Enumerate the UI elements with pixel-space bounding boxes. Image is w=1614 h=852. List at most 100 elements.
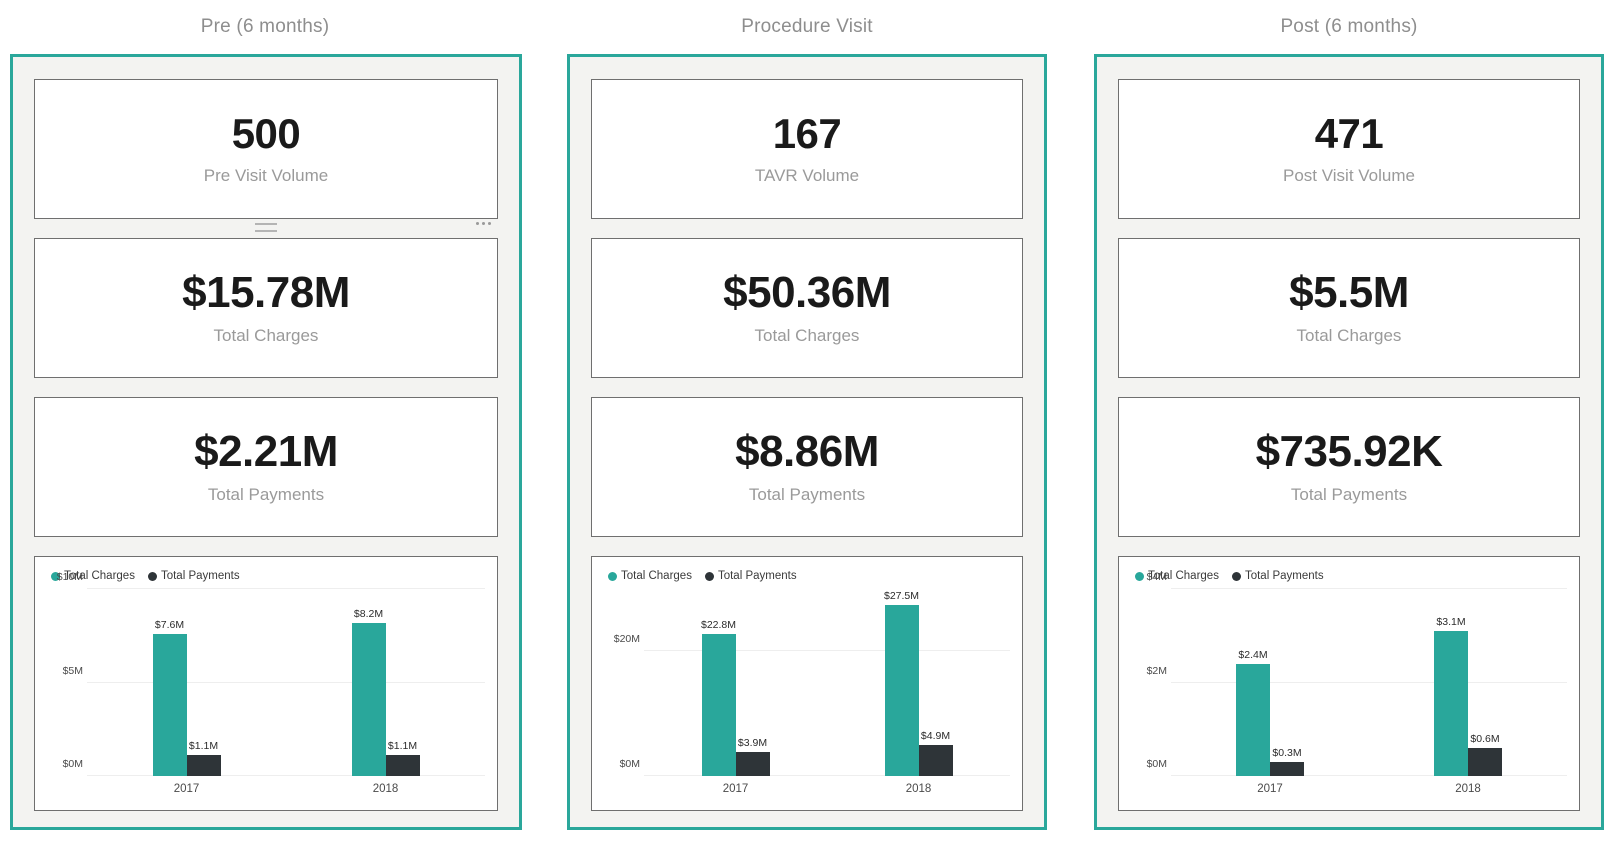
chart-card-post[interactable]: Total Charges Total Payments $0M $2M $4M $2…: [1118, 556, 1580, 811]
bar[interactable]: $22.8M: [701, 619, 736, 776]
legend-color-dot-icon: [51, 571, 60, 581]
kpi-value: $735.92K: [1255, 426, 1443, 476]
x-axis-tick-label: 2017: [1257, 783, 1283, 795]
bar-value-label: $0.3M: [1272, 746, 1302, 759]
gridline: [644, 650, 1010, 652]
bar-value-label: $1.1M: [387, 740, 418, 753]
y-axis-tick-label: $2M: [1146, 664, 1167, 677]
kpi-card-pre-total-payments[interactable]: $2.21M Total Payments: [34, 397, 498, 537]
kpi-value: $5.5M: [1289, 267, 1409, 317]
panel-frame-pre: 500 Pre Visit Volume $15.78M Total Charg…: [10, 54, 522, 830]
bars-layer: $22.8M $3.9M $27.5M $4.9M: [644, 589, 1010, 776]
bar[interactable]: $1.1M: [186, 740, 221, 776]
chart-card-procedure[interactable]: Total Charges Total Payments $0M $20M $22.…: [591, 556, 1023, 811]
x-axis-tick-label: 2018: [905, 783, 932, 795]
bar-fill: [735, 751, 770, 776]
focus-mode-icon[interactable]: [255, 223, 277, 232]
bar[interactable]: $0.6M: [1468, 733, 1502, 776]
bar-value-label: $3.9M: [737, 736, 768, 749]
bar[interactable]: $2.4M: [1236, 649, 1270, 776]
gridline: [1171, 775, 1567, 776]
bars-layer: $7.6M $1.1M $8.2M $1.1M: [87, 589, 485, 776]
kpi-label: Total Charges: [213, 326, 319, 346]
card-toolbar: [35, 218, 497, 237]
bar-fill: [1236, 663, 1270, 776]
plot-area: $2.4M $0.3M $3.1M $0.6M: [1171, 588, 1567, 776]
bar-fill: [1270, 761, 1304, 776]
panel-title-pre: Pre (6 months): [200, 16, 330, 37]
legend-item[interactable]: Total Charges: [51, 570, 135, 582]
y-axis-tick-label: $10M: [56, 571, 83, 583]
bar[interactable]: $27.5M: [884, 590, 919, 776]
bar-fill: [884, 604, 919, 776]
panel-procedure: Procedure Visit 167 TAVR Volume $50.36M …: [551, 0, 1063, 852]
legend-color-dot-icon: [704, 571, 714, 581]
legend-item[interactable]: Total Charges: [608, 570, 692, 582]
kpi-label: Post Visit Volume: [1283, 166, 1415, 186]
chart-legend: Total Charges Total Payments: [45, 567, 485, 585]
legend-label: Total Payments: [160, 570, 240, 582]
kpi-value: $2.21M: [194, 426, 338, 476]
bar[interactable]: $8.2M: [351, 608, 386, 776]
chart-card-pre[interactable]: Total Charges Total Payments $0M $5M $10M $…: [34, 556, 498, 811]
legend-item[interactable]: Total Payments: [704, 570, 797, 582]
bar[interactable]: $1.1M: [385, 740, 420, 776]
bar-value-label: $3.1M: [1436, 616, 1466, 629]
chart-plot: $0M $2M $4M $2.4M $0.3M $3.1M $0.6M 2017 2018: [1129, 571, 1567, 804]
kpi-card-procedure-total-payments[interactable]: $8.86M Total Payments: [591, 397, 1023, 537]
gridline: [87, 775, 485, 776]
kpi-label: Total Payments: [1290, 485, 1408, 505]
panel-title-post: Post (6 months): [1280, 16, 1418, 37]
bar-group: $8.2M $1.1M: [351, 589, 420, 776]
legend-item[interactable]: Total Payments: [1231, 570, 1324, 582]
bar-fill: [701, 633, 736, 776]
y-axis-tick-label: $0M: [1146, 758, 1167, 770]
legend-color-dot-icon: [1135, 571, 1144, 581]
legend-item[interactable]: Total Charges: [1135, 570, 1219, 582]
plot-area: $7.6M $1.1M $8.2M $1.1M: [87, 588, 485, 776]
kpi-value: 500: [231, 109, 301, 157]
bar[interactable]: $4.9M: [918, 730, 953, 776]
legend-label: Total Charges: [64, 570, 135, 582]
kpi-card-post-visit-volume[interactable]: 471 Post Visit Volume: [1118, 79, 1580, 219]
kpi-label: TAVR Volume: [754, 166, 860, 186]
x-axis-tick-label: 2018: [1455, 783, 1481, 795]
bar[interactable]: $7.6M: [152, 619, 187, 776]
legend-item[interactable]: Total Payments: [147, 570, 240, 582]
kpi-label: Pre Visit Volume: [203, 166, 329, 186]
y-axis-tick-label: $4M: [1146, 571, 1167, 583]
bar[interactable]: $0.3M: [1270, 747, 1304, 776]
kpi-card-pre-visit-volume[interactable]: 500 Pre Visit Volume: [34, 79, 498, 232]
more-options-icon[interactable]: [476, 222, 491, 225]
kpi-card-procedure-total-charges[interactable]: $50.36M Total Charges: [591, 238, 1023, 378]
bar-group: $27.5M $4.9M: [884, 589, 953, 776]
kpi-card-tavr-volume[interactable]: 167 TAVR Volume: [591, 79, 1023, 219]
bar-value-label: $1.1M: [188, 740, 219, 753]
bar-value-label: $0.6M: [1470, 732, 1500, 745]
kpi-card-pre-total-charges[interactable]: $15.78M Total Charges: [34, 238, 498, 378]
kpi-value: 471: [1314, 109, 1384, 157]
bar-fill: [1434, 631, 1468, 776]
y-axis-tick-label: $5M: [62, 664, 83, 677]
kpi-card-post-total-payments[interactable]: $735.92K Total Payments: [1118, 397, 1580, 537]
bar-fill: [1468, 747, 1502, 776]
kpi-label: Total Payments: [207, 485, 325, 505]
y-axis-tick-label: $0M: [619, 758, 640, 770]
bar-value-label: $2.4M: [1238, 648, 1268, 661]
gridline: [87, 588, 485, 589]
kpi-card-post-total-charges[interactable]: $5.5M Total Charges: [1118, 238, 1580, 378]
panel-title-procedure: Procedure Visit: [741, 16, 873, 37]
panel-frame-post: 471 Post Visit Volume $5.5M Total Charge…: [1094, 54, 1604, 830]
bar-group: $2.4M $0.3M: [1236, 589, 1304, 776]
legend-color-dot-icon: [608, 571, 617, 581]
y-axis-tick-label: $0M: [62, 758, 83, 770]
y-axis-tick-label: $20M: [613, 633, 640, 646]
y-axis: $0M $20M: [602, 589, 644, 776]
panel-post: Post (6 months) 471 Post Visit Volume $5…: [1084, 0, 1614, 852]
bar-value-label: $8.2M: [353, 607, 384, 620]
bar[interactable]: $3.1M: [1434, 616, 1468, 776]
gridline: [87, 681, 485, 683]
bar-fill: [385, 755, 420, 776]
bar[interactable]: $3.9M: [735, 737, 770, 776]
